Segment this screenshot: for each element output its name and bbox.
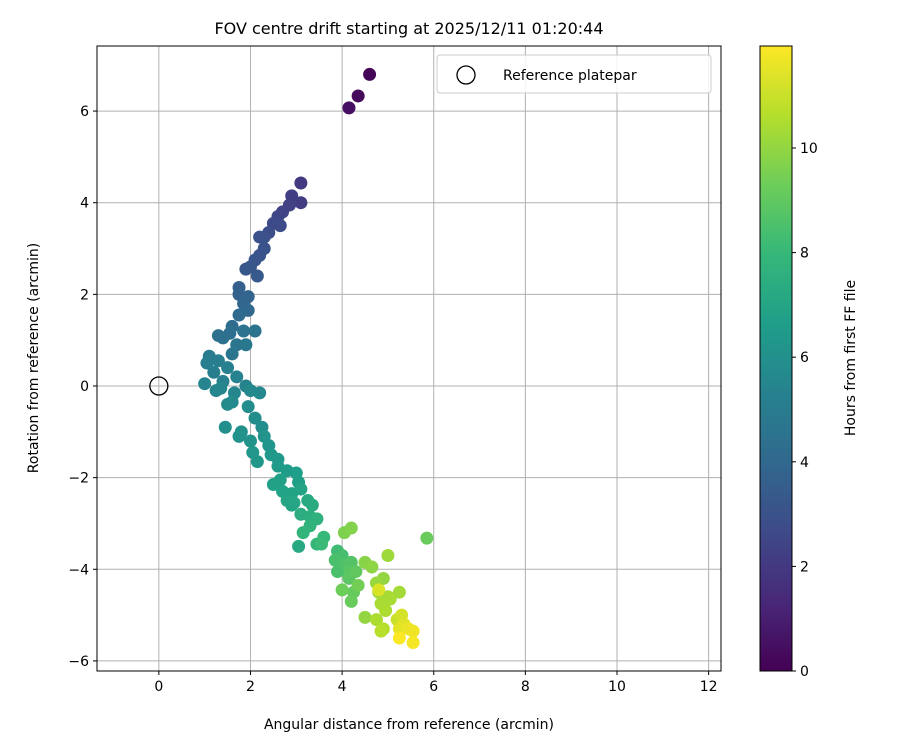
colorbar-ticks: 0 2 4 6 8 10 bbox=[792, 141, 818, 680]
y-axis-ticks: −6 −4 −2 0 2 4 6 bbox=[68, 104, 97, 670]
data-point bbox=[292, 539, 306, 553]
data-point bbox=[241, 400, 255, 414]
data-point bbox=[344, 594, 358, 608]
data-point bbox=[248, 324, 262, 338]
data-point bbox=[239, 338, 253, 352]
data-point bbox=[314, 537, 328, 551]
data-point bbox=[211, 354, 225, 368]
data-points bbox=[198, 67, 434, 650]
data-point bbox=[248, 411, 262, 425]
data-point bbox=[266, 478, 280, 492]
reference-marker bbox=[149, 376, 169, 396]
data-point bbox=[218, 420, 232, 434]
data-point bbox=[369, 613, 383, 627]
data-point bbox=[406, 636, 420, 650]
x-tick-label: 12 bbox=[700, 679, 718, 695]
colorbar-tick-label: 0 bbox=[800, 664, 809, 680]
data-point bbox=[273, 219, 287, 233]
data-point bbox=[296, 526, 310, 540]
colorbar bbox=[759, 45, 793, 672]
data-point bbox=[392, 631, 406, 645]
data-point bbox=[383, 592, 397, 606]
data-point bbox=[342, 101, 356, 115]
data-point bbox=[349, 565, 363, 579]
data-point bbox=[335, 583, 349, 597]
x-tick-label: 0 bbox=[154, 679, 163, 695]
y-tick-label: 0 bbox=[80, 379, 89, 395]
data-point bbox=[200, 356, 214, 370]
legend-reference-marker bbox=[456, 65, 476, 85]
data-point bbox=[250, 455, 264, 469]
y-tick-label: 6 bbox=[80, 104, 89, 120]
data-point bbox=[358, 610, 372, 624]
data-point bbox=[331, 565, 345, 579]
colorbar-label: Hours from first FF file bbox=[843, 280, 859, 436]
data-point bbox=[392, 585, 406, 599]
data-point bbox=[221, 397, 235, 411]
data-point bbox=[344, 521, 358, 535]
data-point bbox=[372, 583, 386, 597]
colorbar-tick-label: 10 bbox=[800, 141, 818, 157]
x-tick-label: 6 bbox=[429, 679, 438, 695]
y-tick-label: 4 bbox=[80, 196, 89, 212]
x-tick-label: 4 bbox=[338, 679, 347, 695]
data-point bbox=[363, 67, 377, 81]
data-point bbox=[243, 434, 257, 448]
data-point bbox=[351, 578, 365, 592]
data-point bbox=[232, 429, 246, 443]
legend-entry: Reference platepar bbox=[503, 68, 637, 84]
data-point bbox=[232, 308, 246, 322]
data-point bbox=[214, 381, 228, 395]
data-point bbox=[420, 531, 434, 545]
x-tick-label: 8 bbox=[521, 679, 530, 695]
data-point bbox=[253, 386, 267, 400]
colorbar-tick-label: 4 bbox=[800, 455, 809, 471]
data-point bbox=[351, 89, 365, 103]
data-point bbox=[207, 365, 221, 379]
data-point bbox=[406, 624, 420, 638]
data-point bbox=[250, 269, 264, 283]
data-point bbox=[221, 361, 235, 375]
data-point bbox=[294, 176, 308, 190]
data-point bbox=[381, 549, 395, 563]
data-point bbox=[225, 347, 239, 361]
data-point bbox=[379, 604, 393, 618]
data-point bbox=[374, 624, 388, 638]
legend-box bbox=[436, 54, 712, 94]
data-point bbox=[237, 324, 251, 338]
y-tick-label: −2 bbox=[68, 471, 89, 487]
data-point bbox=[239, 262, 253, 276]
colorbar-tick-label: 8 bbox=[800, 246, 809, 262]
y-axis-label: Rotation from reference (arcmin) bbox=[26, 243, 42, 473]
data-point bbox=[230, 370, 244, 384]
colorbar-tick-label: 2 bbox=[800, 559, 809, 575]
data-point bbox=[294, 196, 308, 210]
x-axis-label: Angular distance from reference (arcmin) bbox=[264, 717, 554, 733]
x-axis-ticks: 0 2 4 6 8 10 12 bbox=[154, 671, 718, 695]
y-tick-label: 2 bbox=[80, 287, 89, 303]
data-point bbox=[198, 377, 212, 391]
data-point bbox=[305, 498, 319, 512]
y-tick-label: −4 bbox=[68, 562, 89, 578]
data-point bbox=[216, 331, 230, 345]
x-tick-label: 2 bbox=[246, 679, 255, 695]
data-point bbox=[294, 482, 308, 496]
data-point bbox=[365, 560, 379, 574]
grid-lines bbox=[97, 46, 721, 671]
data-point bbox=[253, 230, 267, 244]
chart-title: FOV centre drift starting at 2025/12/11 … bbox=[214, 19, 603, 38]
plot-frame bbox=[96, 45, 722, 672]
data-point bbox=[285, 498, 299, 512]
data-point bbox=[392, 622, 406, 636]
x-tick-label: 10 bbox=[608, 679, 626, 695]
colorbar-tick-label: 6 bbox=[800, 350, 809, 366]
y-tick-label: −6 bbox=[68, 654, 89, 670]
legend: Reference platepar bbox=[436, 54, 712, 94]
